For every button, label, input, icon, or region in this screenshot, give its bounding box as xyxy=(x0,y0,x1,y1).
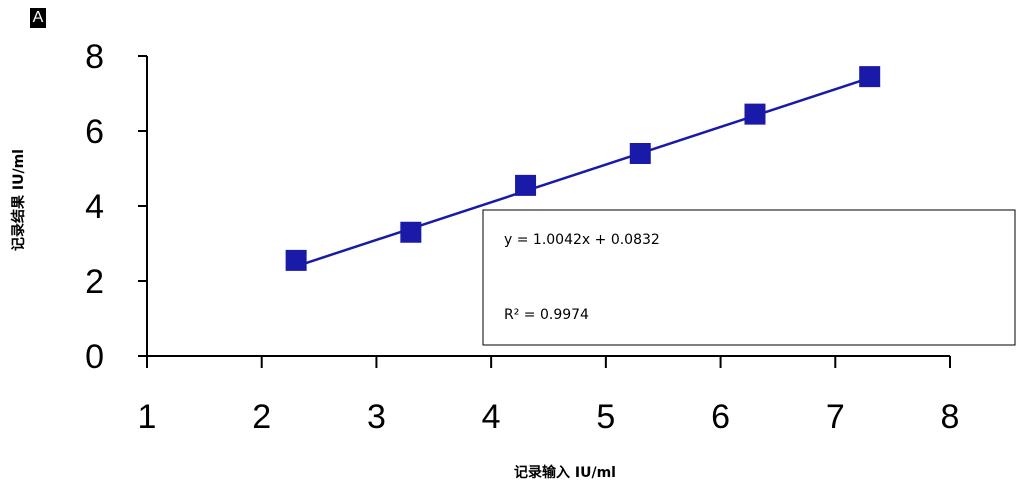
x-axis-label: 记录输入 IU/ml xyxy=(514,465,616,481)
data-point xyxy=(400,221,422,243)
x-tick-label: 6 xyxy=(711,398,730,436)
r-squared-text: R² = 0.9974 xyxy=(504,307,589,323)
data-point xyxy=(744,103,766,125)
x-tick-label: 5 xyxy=(596,398,615,436)
x-tick-label: 4 xyxy=(482,398,501,436)
x-tick-label: 1 xyxy=(138,398,157,436)
y-tick-label: 0 xyxy=(85,338,104,376)
equation-box: y = 1.0042x + 0.0832 R² = 0.9974 xyxy=(482,209,1016,346)
equation-box-frame xyxy=(482,209,1016,346)
data-point xyxy=(285,249,307,271)
ticks: 0 2 4 6 8 1 2 3 4 5 6 7 8 xyxy=(85,38,959,436)
trendline-group xyxy=(295,76,871,268)
y-tick-label: 2 xyxy=(85,263,104,301)
x-tick-label: 3 xyxy=(367,398,386,436)
data-point xyxy=(515,174,537,196)
data-points xyxy=(285,66,881,271)
x-tick-label: 2 xyxy=(252,398,271,436)
y-tick-label: 4 xyxy=(85,188,104,226)
panel-label: A xyxy=(30,8,46,28)
trendline xyxy=(295,76,871,268)
equation-text: y = 1.0042x + 0.0832 xyxy=(504,232,660,248)
x-tick-label: 7 xyxy=(826,398,845,436)
data-point xyxy=(629,143,651,164)
data-point xyxy=(859,66,881,88)
y-tick-label: 6 xyxy=(85,113,104,151)
y-tick-label: 8 xyxy=(85,38,104,76)
x-tick-label: 8 xyxy=(941,398,960,436)
